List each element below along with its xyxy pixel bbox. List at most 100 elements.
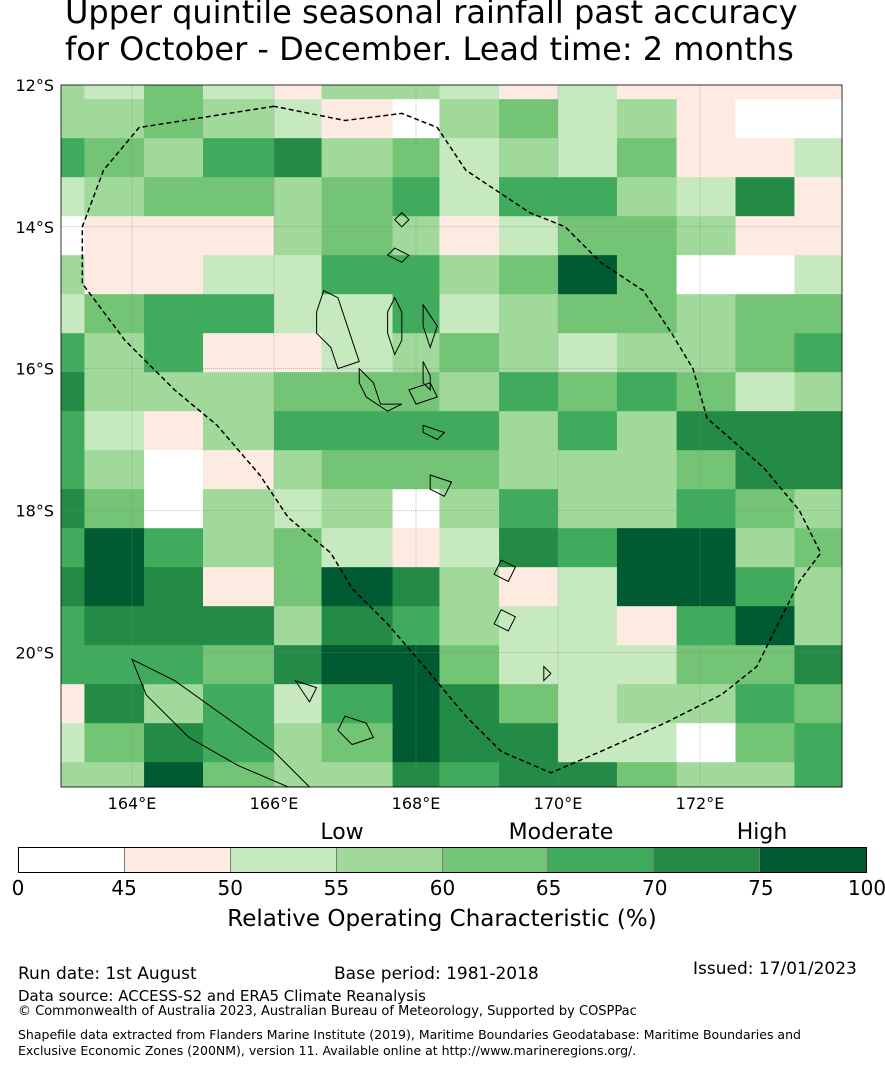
roc-cell xyxy=(616,177,677,217)
roc-cell xyxy=(84,294,145,334)
roc-cell xyxy=(144,645,204,685)
roc-cell xyxy=(558,762,618,788)
roc-cell xyxy=(144,177,204,217)
colorbar-segment xyxy=(654,848,761,872)
roc-cell xyxy=(794,177,843,217)
roc-cell xyxy=(144,606,204,646)
roc-cell xyxy=(274,216,322,256)
colorbar-tick-label: 50 xyxy=(217,876,243,900)
roc-cell xyxy=(499,177,559,217)
roc-cell xyxy=(616,723,677,763)
island-outline xyxy=(422,303,438,349)
chart-title: Upper quintile seasonal rainfall past ac… xyxy=(65,0,798,68)
roc-cell xyxy=(676,99,736,139)
roc-cell xyxy=(84,762,145,788)
title-line-2: for October - December. Lead time: 2 mon… xyxy=(65,30,794,68)
roc-cell xyxy=(84,411,145,451)
roc-cell xyxy=(61,85,85,100)
roc-cell xyxy=(794,411,843,451)
roc-cell xyxy=(558,99,618,139)
roc-cell xyxy=(144,528,204,568)
island-outline xyxy=(422,424,446,441)
roc-cell xyxy=(321,489,393,529)
roc-cell xyxy=(558,294,618,334)
roc-cell xyxy=(558,723,618,763)
roc-cell xyxy=(84,645,145,685)
roc-cell xyxy=(392,85,440,100)
roc-cell xyxy=(274,684,322,724)
roc-cell xyxy=(439,723,500,763)
roc-cell xyxy=(321,99,393,139)
roc-cell xyxy=(84,684,145,724)
roc-cell xyxy=(616,645,677,685)
colorbar-segment xyxy=(124,848,231,872)
roc-cell xyxy=(439,684,500,724)
roc-cell xyxy=(499,85,559,100)
island-outline xyxy=(316,289,360,370)
roc-cell xyxy=(616,567,677,607)
colorbar-tick-label: 70 xyxy=(642,876,668,900)
roc-cell xyxy=(676,450,736,490)
roc-cell xyxy=(203,606,275,646)
roc-cell xyxy=(321,684,393,724)
roc-cell xyxy=(84,528,145,568)
roc-cell xyxy=(61,372,85,412)
roc-cell xyxy=(676,372,736,412)
roc-cell xyxy=(676,216,736,256)
roc-cell xyxy=(676,684,736,724)
roc-cell xyxy=(794,216,843,256)
roc-cell xyxy=(499,723,559,763)
roc-cell xyxy=(321,606,393,646)
roc-cell xyxy=(61,411,85,451)
roc-cell xyxy=(84,489,145,529)
map-frame xyxy=(60,84,843,788)
roc-cell xyxy=(274,294,322,334)
roc-cell xyxy=(558,411,618,451)
copyright: © Commonwealth of Australia 2023, Austra… xyxy=(18,1004,637,1019)
axis-tick-labels: 164°E 166°E 168°E 170°E 172°E 12°S 14°S 16°S 18°… xyxy=(15,76,724,813)
roc-cell xyxy=(144,684,204,724)
roc-cell xyxy=(794,645,843,685)
roc-cell xyxy=(558,567,618,607)
roc-cell xyxy=(735,177,795,217)
issued-date: Issued: 17/01/2023 xyxy=(693,959,857,979)
roc-cell xyxy=(735,528,795,568)
roc-cell xyxy=(61,684,85,724)
roc-cell xyxy=(203,450,275,490)
island-outline xyxy=(429,474,453,497)
roc-cell xyxy=(735,606,795,646)
roc-cell xyxy=(676,294,736,334)
roc-cell xyxy=(794,85,843,100)
lon-tick-label: 164°E xyxy=(108,794,157,813)
roc-grid-cells xyxy=(61,85,843,788)
roc-cell xyxy=(676,138,736,178)
roc-cell xyxy=(61,723,85,763)
roc-cell xyxy=(616,411,677,451)
roc-cell xyxy=(794,138,843,178)
roc-cell xyxy=(84,606,145,646)
roc-cell xyxy=(676,528,736,568)
roc-cell xyxy=(558,606,618,646)
roc-cell xyxy=(676,489,736,529)
roc-cell xyxy=(439,528,500,568)
roc-cell xyxy=(439,255,500,295)
roc-cell xyxy=(274,567,322,607)
lon-tick-label: 168°E xyxy=(392,794,441,813)
roc-cell xyxy=(144,567,204,607)
lon-tick-label: 166°E xyxy=(250,794,299,813)
roc-cell xyxy=(794,723,843,763)
colorbar-tick-label: 100 xyxy=(847,876,885,900)
roc-cell xyxy=(499,684,559,724)
roc-cell xyxy=(558,138,618,178)
roc-cell xyxy=(439,85,500,100)
roc-cell xyxy=(203,411,275,451)
roc-cell xyxy=(794,333,843,373)
roc-cell xyxy=(676,333,736,373)
roc-cell xyxy=(203,372,275,412)
eez-boundary xyxy=(81,105,822,774)
roc-cell xyxy=(558,489,618,529)
roc-cell xyxy=(144,255,204,295)
roc-cell xyxy=(439,372,500,412)
roc-cell xyxy=(61,255,85,295)
roc-cell xyxy=(203,567,275,607)
